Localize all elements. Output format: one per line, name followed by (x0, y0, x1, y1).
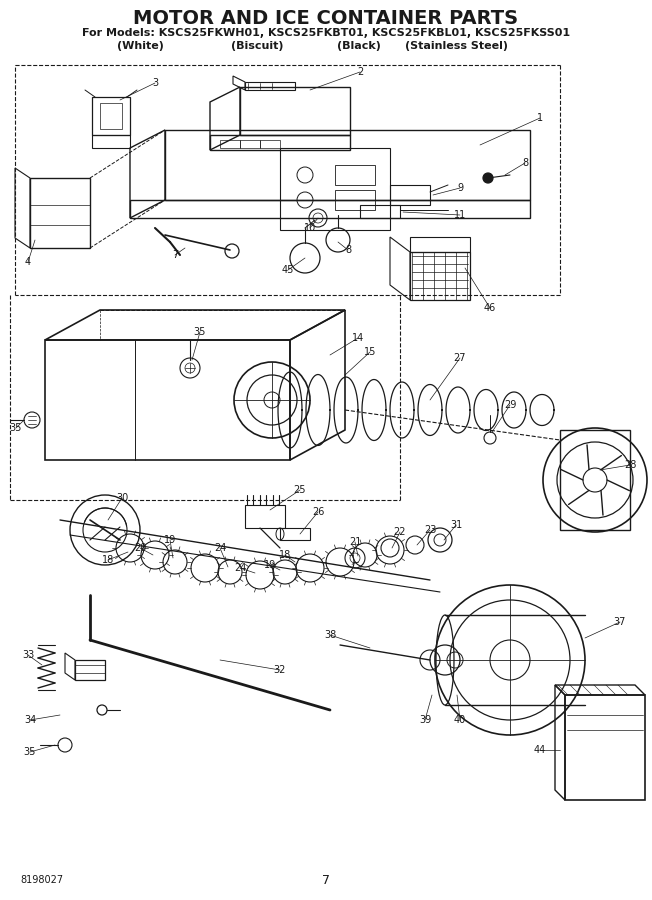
Text: 7: 7 (172, 250, 178, 260)
Circle shape (483, 173, 493, 183)
Text: 35: 35 (194, 327, 206, 337)
Text: 45: 45 (282, 265, 294, 275)
Text: 3: 3 (152, 78, 158, 88)
Text: 7: 7 (322, 874, 330, 886)
Text: 37: 37 (614, 617, 626, 627)
Text: (Biscuit): (Biscuit) (231, 41, 284, 51)
Text: (White): (White) (117, 41, 164, 51)
Text: 25: 25 (294, 485, 306, 495)
Text: 15: 15 (364, 347, 376, 357)
Text: 24: 24 (214, 543, 226, 553)
Text: 26: 26 (312, 507, 324, 517)
Text: 8: 8 (522, 158, 528, 168)
Text: 32: 32 (274, 665, 286, 675)
Text: 4: 4 (25, 257, 31, 267)
Text: 19: 19 (164, 535, 176, 545)
Text: 34: 34 (24, 715, 36, 725)
Text: 33: 33 (22, 650, 34, 660)
Text: 40: 40 (454, 715, 466, 725)
Text: MOTOR AND ICE CONTAINER PARTS: MOTOR AND ICE CONTAINER PARTS (134, 8, 518, 28)
Text: 11: 11 (454, 210, 466, 220)
Text: 27: 27 (454, 353, 466, 363)
Text: 35: 35 (24, 747, 37, 757)
Text: 23: 23 (424, 525, 436, 535)
Text: 8198027: 8198027 (20, 875, 63, 885)
Text: 38: 38 (324, 630, 336, 640)
Text: 28: 28 (624, 460, 636, 470)
Text: For Models: KSCS25FKWH01, KSCS25FKBT01, KSCS25FKBL01, KSCS25FKSS01: For Models: KSCS25FKWH01, KSCS25FKBT01, … (82, 28, 570, 38)
Text: 31: 31 (450, 520, 462, 530)
Text: 35: 35 (10, 423, 22, 433)
Text: 10: 10 (304, 223, 316, 233)
Text: 30: 30 (116, 493, 128, 503)
Text: 21: 21 (349, 537, 361, 547)
Text: 1: 1 (537, 113, 543, 123)
Text: 8: 8 (345, 245, 351, 255)
Text: (Stainless Steel): (Stainless Steel) (405, 41, 508, 51)
Text: 18: 18 (102, 555, 114, 565)
Text: 9: 9 (457, 183, 463, 193)
Text: 19: 19 (264, 560, 276, 570)
Text: 24: 24 (234, 563, 246, 573)
Text: 44: 44 (534, 745, 546, 755)
Text: 46: 46 (484, 303, 496, 313)
Text: 29: 29 (504, 400, 516, 410)
Text: (Black): (Black) (336, 41, 381, 51)
Text: 20: 20 (134, 543, 146, 553)
Text: 39: 39 (419, 715, 431, 725)
Text: 14: 14 (352, 333, 364, 343)
Text: 2: 2 (357, 67, 363, 77)
Text: 18: 18 (279, 550, 291, 560)
Text: 22: 22 (394, 527, 406, 537)
